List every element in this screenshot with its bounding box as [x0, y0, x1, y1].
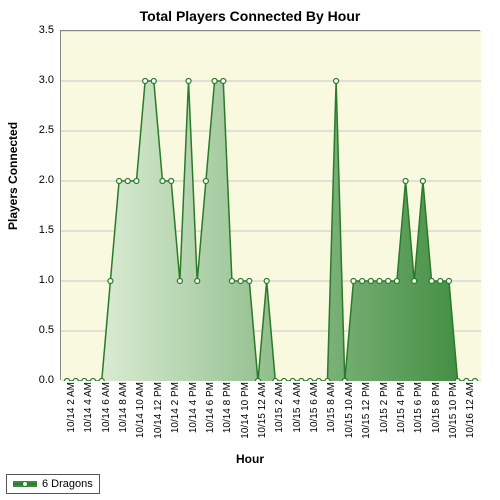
x-tick-label: 10/14 4 PM	[188, 382, 199, 433]
x-tick-label: 10/15 12 PM	[361, 382, 372, 439]
x-tick-label: 10/14 12 PM	[153, 382, 164, 439]
x-tick-label: 10/14 4 AM	[83, 382, 94, 433]
x-tick-label: 10/16 12 AM	[465, 382, 476, 438]
legend-label: 6 Dragons	[42, 478, 93, 490]
x-tick-label: 10/15 4 AM	[292, 382, 303, 433]
x-tick-label: 10/14 8 AM	[118, 382, 129, 433]
x-tick-label: 10/15 6 AM	[309, 382, 320, 433]
x-tick-label: 10/15 8 PM	[431, 382, 442, 433]
x-tick-label: 10/14 6 AM	[101, 382, 112, 433]
legend: 6 Dragons	[6, 474, 100, 494]
y-tick-label: 1.5	[39, 224, 54, 236]
x-tick-label: 10/15 8 AM	[326, 382, 337, 433]
x-ticks: 10/14 2 AM 10/14 4 AM 10/14 6 AM 10/14 8 AM…	[60, 382, 480, 452]
y-tick-label: 3.5	[39, 24, 54, 36]
x-tick-label: 10/15 2 PM	[379, 382, 390, 433]
x-axis-label: Hour	[0, 452, 500, 466]
y-tick-label: 0.5	[39, 324, 54, 336]
x-tick-label: 10/15 4 PM	[396, 382, 407, 433]
y-ticks: 0.00.51.01.52.02.53.03.5	[0, 30, 58, 380]
y-tick-label: 0.0	[39, 374, 54, 386]
legend-swatch	[13, 479, 37, 489]
y-tick-label: 2.5	[39, 124, 54, 136]
y-tick-label: 1.0	[39, 274, 54, 286]
x-tick-label: 10/14 6 PM	[205, 382, 216, 433]
x-tick-label: 10/14 2 PM	[170, 382, 181, 433]
x-tick-label: 10/15 10 AM	[344, 382, 355, 438]
x-tick-label: 10/15 2 AM	[274, 382, 285, 433]
x-tick-label: 10/14 10 AM	[135, 382, 146, 438]
x-tick-label: 10/14 8 PM	[222, 382, 233, 433]
y-tick-label: 3.0	[39, 74, 54, 86]
y-tick-label: 2.0	[39, 174, 54, 186]
x-tick-label: 10/15 12 AM	[257, 382, 268, 438]
plot-area	[60, 30, 480, 380]
chart-title: Total Players Connected By Hour	[0, 8, 500, 24]
x-tick-label: 10/15 10 PM	[448, 382, 459, 439]
x-tick-label: 10/14 2 AM	[66, 382, 77, 433]
x-tick-label: 10/14 10 PM	[240, 382, 251, 439]
x-tick-label: 10/15 6 PM	[413, 382, 424, 433]
chart-container: Total Players Connected By Hour Players …	[0, 0, 500, 500]
